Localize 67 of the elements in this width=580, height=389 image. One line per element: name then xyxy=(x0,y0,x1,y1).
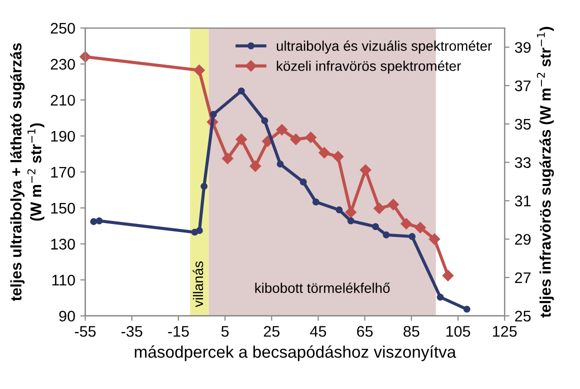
point xyxy=(347,217,354,224)
y2-tick-label: 37 xyxy=(514,80,531,92)
y-tick-label: 170 xyxy=(51,166,75,178)
point xyxy=(290,134,302,145)
x-tick-label: -35 xyxy=(121,326,142,337)
y-tick-label: 130 xyxy=(51,238,75,250)
point xyxy=(408,233,416,240)
y2-tick-label: 35 xyxy=(514,118,531,130)
point xyxy=(463,306,470,313)
x-tick-label: 65 xyxy=(357,326,373,337)
point xyxy=(276,124,288,136)
point xyxy=(372,223,380,230)
y-tick-label: 110 xyxy=(52,274,75,286)
y-tick-label: 210 xyxy=(50,94,75,106)
point xyxy=(336,206,343,214)
y-tick-label: 90 xyxy=(59,310,75,322)
point xyxy=(261,117,268,124)
legend-label: közeli infravörös spektrométer xyxy=(276,60,461,74)
y-tick-label: 150 xyxy=(51,202,75,214)
point xyxy=(374,202,385,214)
y2-tick-label: 29 xyxy=(515,234,531,245)
point xyxy=(200,182,208,190)
point xyxy=(276,160,284,168)
point xyxy=(305,132,316,143)
y2-tick-label: 31 xyxy=(514,196,531,206)
point xyxy=(250,160,261,172)
band-label: kibobott törmelékfelhő xyxy=(255,282,390,293)
x-axis-title: másodpercek a becsapódáshoz viszonyítva xyxy=(134,345,456,362)
point xyxy=(382,231,390,238)
x-tick-label: 45 xyxy=(310,326,326,337)
x-tick-label: -15 xyxy=(168,326,189,337)
x-tick-label: 5 xyxy=(221,326,229,337)
y-axis-title: teljes ultraibolya + látható sugárzás (W m$^{−2}$ str$^{−1}$) xyxy=(10,43,44,302)
band-label: villanás xyxy=(192,261,204,308)
point xyxy=(236,134,247,145)
point xyxy=(238,88,245,94)
legend-label: ultraibolya és vizuális spektrométer xyxy=(276,40,492,54)
y2-tick-label: 25 xyxy=(515,310,531,322)
point xyxy=(436,294,444,301)
point xyxy=(300,178,307,186)
y-tick-label: 250 xyxy=(50,22,75,34)
y-tick-label: 190 xyxy=(51,130,75,142)
point xyxy=(222,152,234,164)
x-tick-label: 125 xyxy=(493,326,517,337)
y2-axis-title: teljes infravörös sugárzás (W m$^{−2}$ str$^{−1}$) xyxy=(536,26,554,318)
point xyxy=(360,164,372,176)
point xyxy=(194,64,205,76)
y-tick-label: 230 xyxy=(50,58,75,70)
x-tick-label: -55 xyxy=(74,326,96,337)
y2-tick-label: 33 xyxy=(514,157,531,168)
point xyxy=(400,218,412,230)
point xyxy=(196,227,203,234)
point xyxy=(428,234,440,245)
x-tick-label: 85 xyxy=(404,326,420,337)
point xyxy=(442,270,454,282)
x-tick-label: 25 xyxy=(264,326,280,337)
point xyxy=(332,150,344,162)
point xyxy=(318,147,330,158)
point xyxy=(90,218,98,226)
point xyxy=(388,198,399,210)
point xyxy=(96,217,103,224)
y2-tick-label: 27 xyxy=(515,272,531,284)
point xyxy=(210,110,217,118)
y2-tick-label: 39 xyxy=(514,42,531,53)
point xyxy=(312,198,320,206)
point xyxy=(414,222,426,234)
x-tick-label: 105 xyxy=(446,326,470,337)
